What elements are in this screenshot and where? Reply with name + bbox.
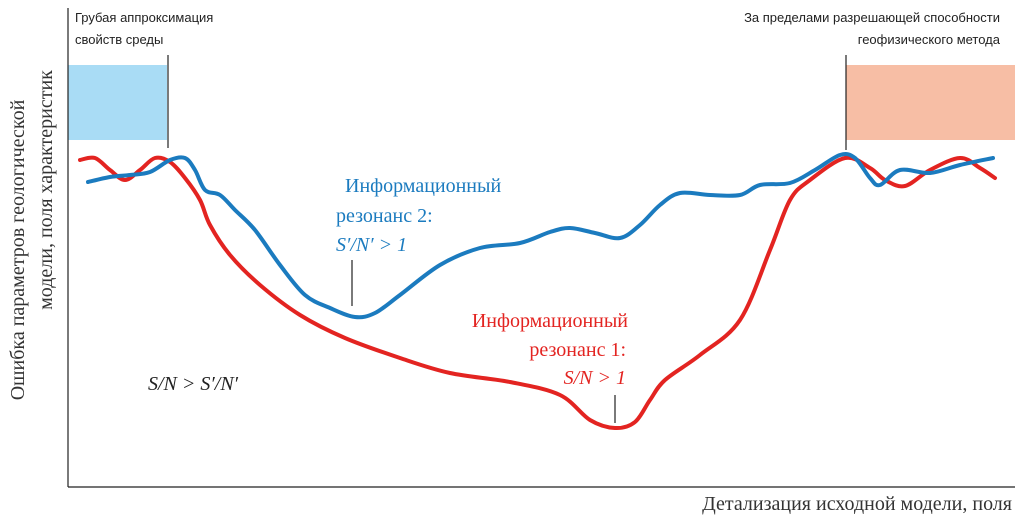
annotation: Грубая аппроксимация	[75, 10, 213, 25]
annotation: За пределами разрешающей способности	[744, 10, 1000, 25]
coarse-zone	[68, 65, 167, 140]
annotation: свойств среды	[75, 32, 163, 47]
blue-curve	[86, 152, 995, 320]
annotation: S/N > 1	[564, 367, 626, 389]
annotation: резонанс 1:	[529, 339, 626, 361]
annotation: S/N > S′/N′	[148, 373, 239, 395]
annotation: Информационный	[345, 175, 501, 197]
annotation: резонанс 2:	[336, 205, 433, 227]
y-axis-label: Ошибка параметров геологической	[7, 99, 29, 400]
annotation: S′/N′ > 1	[336, 234, 407, 256]
y-axis-label: модели, поля характеристик	[35, 70, 57, 310]
annotation: Информационный	[472, 310, 628, 332]
beyond-resolution-zone	[846, 65, 1015, 140]
annotation: геофизического метода	[858, 32, 1001, 47]
x-axis-label: Детализация исходной модели, поля	[702, 493, 1012, 515]
